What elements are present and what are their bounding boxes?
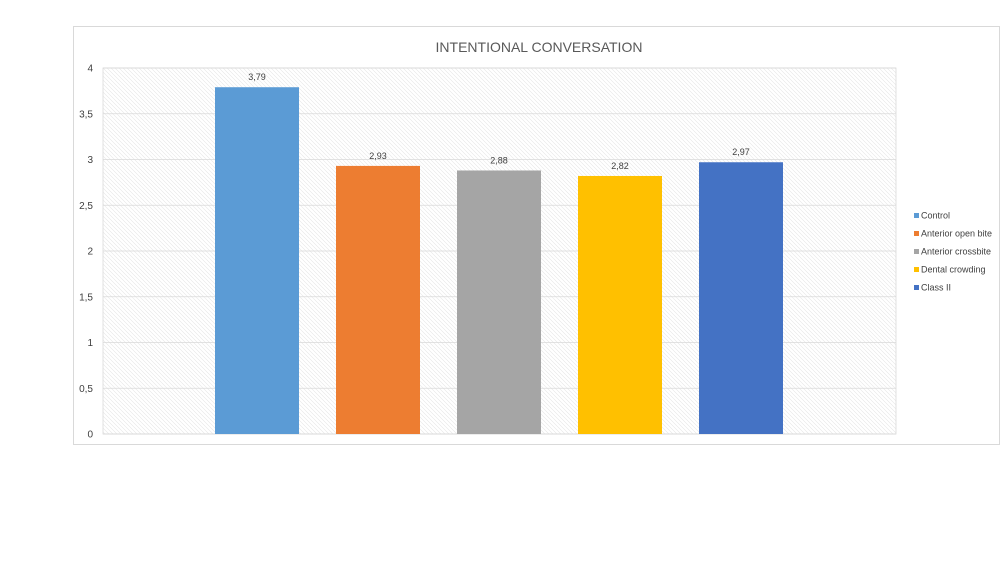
y-tick-label: 2,5 bbox=[79, 201, 93, 212]
data-label: 2,88 bbox=[490, 155, 508, 165]
bars bbox=[215, 87, 783, 435]
y-tick-label: 4 bbox=[87, 64, 93, 75]
legend-entry: Control bbox=[921, 211, 950, 221]
legend-swatch bbox=[914, 267, 919, 272]
y-tick-label: 1,5 bbox=[79, 292, 93, 303]
bar bbox=[699, 162, 783, 434]
y-tick-label: 2 bbox=[87, 247, 93, 258]
data-label: 3,79 bbox=[248, 72, 266, 82]
data-labels: 3,79 2,93 2,88 2,82 2,97 bbox=[248, 72, 750, 171]
data-label: 2,82 bbox=[611, 161, 629, 171]
legend-swatch bbox=[914, 231, 919, 236]
chart-title: INTENTIONAL CONVERSATION bbox=[436, 39, 643, 55]
legend-entry: Class II bbox=[921, 283, 951, 293]
y-axis-labels: 0 0,5 1 1,5 2 2,5 3 3,5 4 bbox=[79, 64, 93, 441]
y-tick-label: 3,5 bbox=[79, 109, 93, 120]
legend-swatch bbox=[914, 285, 919, 290]
legend-entry: Anterior open bite bbox=[921, 229, 992, 239]
legend-entry: Dental crowding bbox=[921, 265, 986, 275]
bar bbox=[215, 87, 299, 434]
legend: Control Anterior open bite Anterior crossb… bbox=[914, 211, 992, 293]
y-tick-label: 3 bbox=[87, 155, 93, 166]
legend-entry: Anterior crossbite bbox=[921, 247, 991, 257]
y-tick-label: 1 bbox=[87, 338, 93, 349]
data-label: 2,93 bbox=[369, 151, 387, 161]
legend-swatch bbox=[914, 249, 919, 254]
bar bbox=[336, 165, 420, 434]
data-label: 2,97 bbox=[732, 147, 750, 157]
bar-chart: INTENTIONAL CONVERSATION 0 0,5 1 1,5 2 2,5 3 3,… bbox=[79, 39, 992, 441]
bar bbox=[457, 170, 541, 435]
chart-frame: INTENTIONAL CONVERSATION 0 0,5 1 1,5 2 2,5 3 3,… bbox=[73, 26, 1000, 445]
y-tick-label: 0,5 bbox=[79, 384, 93, 395]
y-tick-label: 0 bbox=[87, 430, 93, 441]
legend-swatch bbox=[914, 213, 919, 218]
bar bbox=[578, 175, 662, 434]
